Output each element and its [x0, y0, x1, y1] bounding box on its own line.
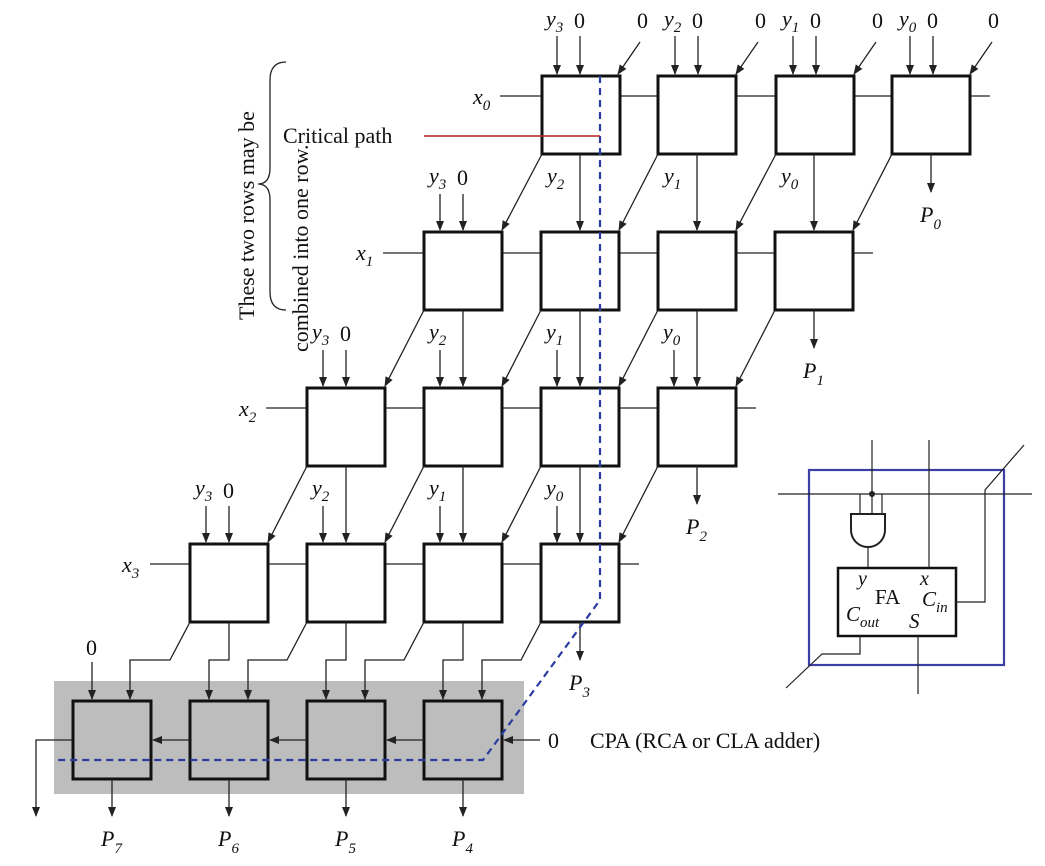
svg-text:y3: y3: [427, 163, 446, 193]
cell-r3-c3: [539, 542, 621, 624]
svg-text:y2: y2: [662, 6, 682, 36]
cpa-cell-3: [422, 699, 504, 781]
full-adder-box: [836, 566, 958, 638]
cell-r1-c3: [773, 230, 855, 312]
cell-r2-c3: [656, 386, 738, 468]
row-3: [188, 542, 621, 624]
cpa-label: CPA (RCA or CLA adder): [590, 728, 820, 753]
svg-text:y3: y3: [310, 319, 329, 349]
combine-note-line2: combined into one row.: [288, 144, 313, 352]
diagonal-arrows: [267, 153, 893, 543]
svg-text:y2: y2: [545, 163, 565, 193]
cell-r0-c1: [656, 74, 738, 156]
cpa-cell-1: [188, 699, 270, 781]
svg-text:y0: y0: [661, 319, 681, 349]
cell-r0-c2: [774, 74, 856, 156]
svg-text:0: 0: [755, 8, 766, 33]
svg-text:Cin: Cin: [922, 587, 948, 616]
svg-text:y0: y0: [897, 6, 917, 36]
svg-text:0: 0: [223, 478, 234, 503]
cell-r3-c2: [422, 542, 504, 624]
cell-r3-c0: [188, 542, 270, 624]
and-gate-icon: [850, 513, 886, 548]
svg-text:P2: P2: [685, 514, 707, 545]
critical-path-line: [54, 76, 602, 762]
svg-text:y1: y1: [662, 163, 681, 193]
svg-text:0: 0: [548, 728, 559, 753]
cell-r0-c3: [890, 74, 972, 156]
svg-text:y1: y1: [780, 6, 799, 36]
cpa-carries: [32, 736, 540, 817]
svg-text:y1: y1: [544, 319, 563, 349]
svg-text:P6: P6: [217, 826, 239, 857]
svg-text:0: 0: [457, 165, 468, 190]
combine-note-line1: These two rows may be: [234, 111, 259, 320]
cpa-cell-2: [305, 699, 387, 781]
svg-text:0: 0: [810, 8, 821, 33]
svg-text:0: 0: [637, 8, 648, 33]
svg-text:P0: P0: [919, 202, 941, 233]
svg-text:P5: P5: [334, 826, 356, 857]
cell-r1-c0: [422, 230, 504, 312]
svg-text:FA: FA: [875, 585, 901, 609]
cell-r2-c1: [422, 386, 504, 468]
cell-detail-inset: y x FA Cout Cin S: [778, 440, 1032, 694]
svg-text:S: S: [909, 609, 920, 633]
cell-r1-c2: [656, 230, 738, 312]
cell-r0-c0: [540, 74, 622, 156]
combine-brace: [257, 61, 287, 311]
cpa-outputs: [108, 779, 467, 817]
svg-text:0: 0: [988, 8, 999, 33]
x-labels: x0 x1 x2 x3: [121, 84, 491, 582]
svg-text:x: x: [919, 568, 929, 590]
svg-text:P1: P1: [802, 358, 824, 389]
svg-text:0: 0: [872, 8, 883, 33]
svg-text:x3: x3: [121, 552, 139, 582]
svg-text:0: 0: [340, 321, 351, 346]
svg-text:y2: y2: [310, 475, 330, 505]
row-0: [540, 74, 972, 156]
svg-text:x2: x2: [238, 396, 257, 426]
row-1: [422, 230, 855, 312]
svg-text:Cout: Cout: [846, 602, 880, 631]
critical-path-label: Critical path: [283, 123, 392, 148]
svg-text:y3: y3: [193, 475, 212, 505]
svg-text:x0: x0: [472, 84, 491, 114]
y-labels: y3 y2 y1 y0 y3 y2 y1 y0 y3 y2 y1 y0 y3 y…: [193, 6, 917, 505]
svg-text:P7: P7: [100, 826, 123, 857]
svg-text:0: 0: [927, 8, 938, 33]
cpa-cell-0: [71, 699, 153, 781]
inset-border: [807, 468, 1006, 667]
input-arrows: [202, 36, 993, 543]
svg-text:P3: P3: [568, 670, 590, 701]
svg-text:y3: y3: [544, 6, 563, 36]
svg-text:0: 0: [574, 8, 585, 33]
svg-text:y1: y1: [427, 475, 446, 505]
cell-r2-c0: [305, 386, 387, 468]
svg-text:P4: P4: [451, 826, 473, 857]
zero-labels: 0 0 0 0 0 0 0 0 0 0 0 0 0: [86, 8, 999, 753]
svg-text:y0: y0: [779, 163, 799, 193]
svg-text:0: 0: [86, 635, 97, 660]
product-labels: P0 P1 P2 P3 P4 P5 P6 P7: [100, 202, 941, 857]
cell-r2-c2: [539, 386, 621, 468]
row-2: [305, 386, 738, 468]
svg-text:y0: y0: [544, 475, 564, 505]
svg-text:y2: y2: [427, 319, 447, 349]
cell-r1-c1: [539, 230, 621, 312]
svg-text:x1: x1: [355, 240, 373, 270]
svg-text:y: y: [856, 568, 867, 590]
cell-r3-c1: [305, 542, 387, 624]
cpa-connections: [88, 621, 542, 700]
svg-text:0: 0: [692, 8, 703, 33]
